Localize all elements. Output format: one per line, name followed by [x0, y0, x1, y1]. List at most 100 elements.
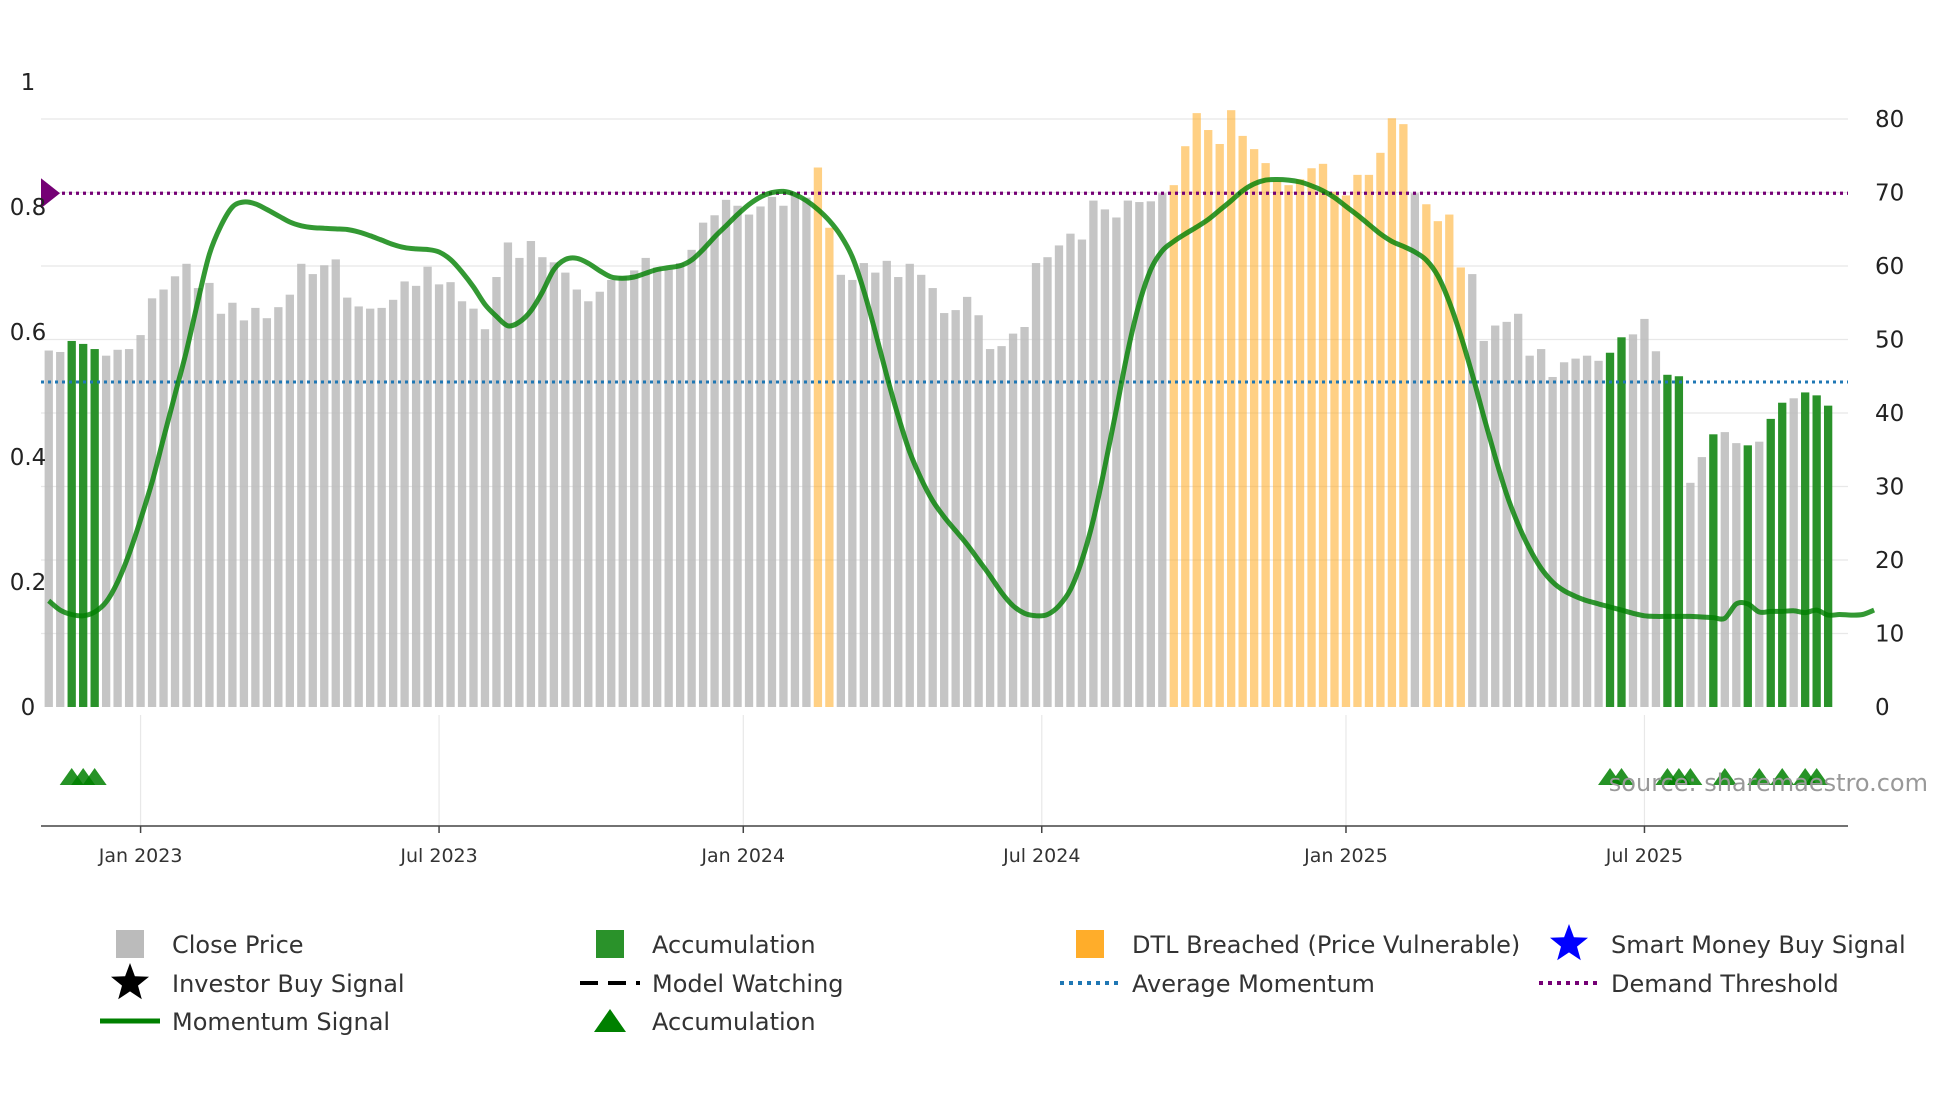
x-tick-label: Jul 2024: [1002, 845, 1080, 867]
close-price-bar: [492, 277, 501, 707]
right-axis-tick-label: 10: [1875, 622, 1904, 648]
close-price-bar: [802, 197, 811, 707]
accumulation-marker: [82, 768, 107, 785]
close-price-bar: [480, 329, 490, 707]
close-price-bar: [710, 215, 719, 707]
dtl-breached-bar: [1295, 179, 1305, 707]
close-price-bar: [1686, 482, 1695, 707]
close-price-bar: [1020, 327, 1029, 707]
close-price-bar: [538, 257, 547, 707]
left-axis-tick-label: 0.6: [10, 320, 47, 346]
right-axis-tick-label: 60: [1875, 254, 1904, 280]
close-price-bar: [905, 263, 914, 707]
dtl-breached-bar: [1318, 163, 1328, 707]
dtl-breached-bar: [1387, 118, 1397, 707]
demand-threshold-marker: [41, 178, 60, 209]
right-axis-tick-label: 0: [1875, 695, 1890, 721]
close-price-bar: [377, 307, 386, 707]
close-price-bar: [182, 263, 191, 707]
close-price-bar: [1135, 202, 1144, 707]
accumulation-bar: [1605, 352, 1615, 707]
close-price-bar: [1410, 193, 1420, 708]
close-price-bar: [917, 274, 926, 707]
close-price-bar: [1594, 360, 1603, 707]
accumulation-bar: [79, 343, 88, 707]
left-axis-tick-label: 0: [21, 695, 36, 721]
close-price-bar: [44, 350, 53, 707]
close-price-bar: [756, 206, 765, 707]
accumulation-bar: [1743, 445, 1752, 707]
accumulation-marker: [1609, 768, 1634, 785]
close-price-bar: [790, 193, 800, 708]
legend-item-average-momentum: Average Momentum: [1060, 970, 1375, 998]
legend-label: Smart Money Buy Signal: [1611, 931, 1906, 959]
close-price-bar: [1536, 349, 1546, 707]
close-price-bar: [1525, 355, 1534, 707]
dtl-breached-bar: [825, 227, 834, 707]
close-price-bar: [331, 259, 340, 707]
close-price-bar: [285, 294, 294, 707]
accumulation-bar: [1766, 418, 1775, 707]
close-price-bar: [101, 355, 111, 707]
close-price-bar: [1054, 245, 1064, 708]
close-price-bar: [767, 196, 777, 707]
dtl-breached-bar: [1353, 174, 1362, 708]
legend-label: Demand Threshold: [1611, 970, 1839, 998]
accumulation-bar: [1663, 374, 1672, 707]
left-axis-tick-label: 1: [21, 70, 36, 96]
close-price-bar: [503, 242, 513, 708]
close-price-bar: [561, 272, 570, 707]
close-price-bar: [607, 279, 616, 707]
close-price-bar: [113, 349, 122, 707]
close-price-bar: [1491, 325, 1500, 707]
close-price-bar: [205, 282, 214, 707]
close-price-bar: [297, 263, 306, 707]
close-price-bar: [124, 349, 134, 707]
close-price-bar: [1146, 201, 1155, 707]
dtl-breached-bar: [1330, 191, 1339, 707]
price-bars: [44, 110, 1833, 708]
close-price-bar: [940, 313, 949, 707]
dtl-breached-bar: [1376, 152, 1385, 707]
dtl-breached-bar: [1433, 221, 1442, 708]
legend-star-icon: [1550, 924, 1588, 961]
close-price-bar: [1548, 376, 1557, 707]
accumulation-bar: [1823, 405, 1833, 707]
close-price-bar: [515, 257, 524, 707]
close-price-bar: [434, 284, 444, 707]
close-price-bar: [630, 270, 639, 707]
right-axis-tick-label: 50: [1875, 328, 1904, 354]
dtl-breached-bar: [1181, 146, 1190, 707]
close-price-bar: [1651, 351, 1661, 707]
close-price-bar: [721, 199, 731, 707]
close-price-bar: [871, 272, 880, 707]
close-price-bar: [549, 262, 559, 707]
dtl-breached-bar: [1307, 168, 1316, 707]
accumulation-bar: [1801, 392, 1810, 707]
legend-item-model-watching: Model Watching: [580, 970, 844, 998]
close-price-bar: [997, 346, 1006, 707]
close-price-bar: [457, 301, 467, 707]
legend-label: Model Watching: [652, 970, 844, 998]
close-price-bar: [653, 267, 662, 707]
dtl-breached-bar: [1272, 181, 1282, 708]
close-price-bar: [251, 307, 260, 707]
close-price-bar: [56, 351, 65, 707]
legend-label: DTL Breached (Price Vulnerable): [1132, 931, 1520, 959]
close-price-bar: [698, 222, 708, 707]
close-price-bar: [1514, 313, 1523, 707]
close-price-bar: [1789, 398, 1798, 707]
close-price-bar: [882, 260, 891, 707]
dtl-breached-bar: [813, 167, 823, 707]
close-price-bar: [159, 289, 168, 707]
close-price-bar: [216, 313, 226, 707]
right-axis-tick-label: 20: [1875, 548, 1904, 574]
accumulation-marker: [1678, 768, 1703, 785]
close-price-bar: [1502, 321, 1511, 707]
dtl-breached-bar: [1204, 130, 1213, 707]
x-axis: Jan 2023 Jul 2023 Jan 2024 Jul 2024 Jan 2025…: [41, 825, 1848, 867]
close-price-bar: [733, 205, 742, 708]
close-price-bar: [687, 249, 696, 707]
accumulation-bar: [1709, 434, 1718, 707]
accumulation-bar: [1812, 395, 1821, 707]
